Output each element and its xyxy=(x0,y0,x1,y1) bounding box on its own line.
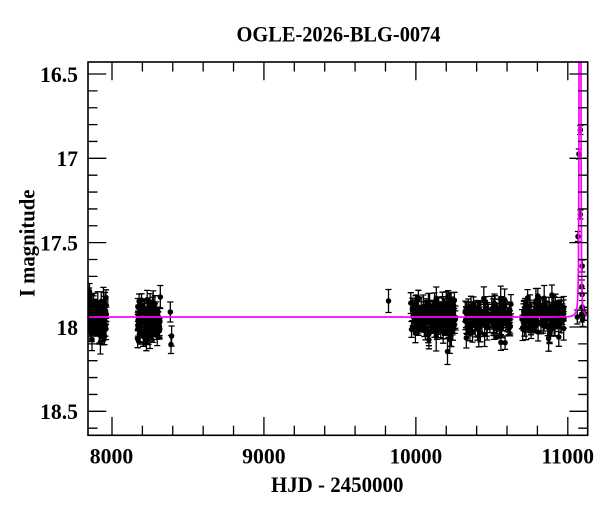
svg-text:8000: 8000 xyxy=(90,443,134,468)
svg-text:17: 17 xyxy=(57,146,79,171)
svg-text:OGLE-2026-BLG-0074: OGLE-2026-BLG-0074 xyxy=(237,21,441,46)
svg-text:17.5: 17.5 xyxy=(40,231,78,256)
svg-text:9000: 9000 xyxy=(242,443,286,468)
svg-text:11000: 11000 xyxy=(541,443,594,468)
svg-text:I magnitude: I magnitude xyxy=(15,189,40,297)
svg-text:16.5: 16.5 xyxy=(40,62,78,87)
svg-text:HJD - 2450000: HJD - 2450000 xyxy=(271,472,404,497)
svg-text:18: 18 xyxy=(57,315,79,340)
svg-text:10000: 10000 xyxy=(390,443,443,468)
svg-text:18.5: 18.5 xyxy=(40,399,78,424)
